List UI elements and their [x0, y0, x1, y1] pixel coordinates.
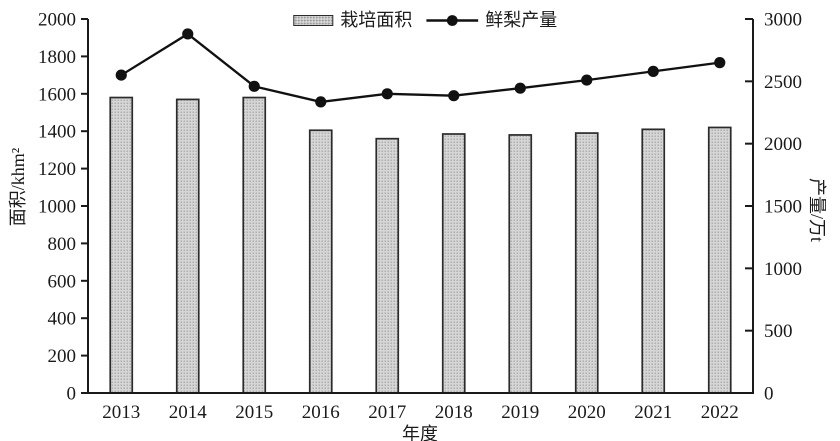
chart-legend: 栽培面积 鲜梨产量	[293, 11, 557, 29]
left-tick-label: 1200	[38, 159, 76, 180]
right-tick-label: 2000	[764, 134, 802, 155]
legend-label-production: 鲜梨产量	[485, 10, 558, 30]
right-tick-label: 3000	[764, 10, 802, 31]
production-line	[120, 32, 720, 104]
right-axis-title: 产量/万t	[807, 177, 827, 243]
left-axis-title: 面积/khm²	[8, 147, 28, 227]
right-tick-label: 0	[764, 384, 774, 405]
legend-item-fresh-pear-production: 鲜梨产量	[426, 11, 557, 29]
left-tick-label: 1400	[38, 122, 76, 143]
right-tick-label: 2500	[764, 72, 802, 93]
x-tick-label-2021: 2021	[634, 402, 672, 423]
x-tick-label-2016: 2016	[302, 402, 340, 423]
bar-2015	[242, 96, 267, 394]
left-tick-label: 0	[67, 384, 77, 405]
right-tick-label: 500	[764, 321, 793, 342]
bar-2019	[508, 134, 533, 394]
left-tick-label: 600	[48, 271, 77, 292]
left-tick-label: 1800	[38, 47, 76, 68]
bar-2014	[175, 98, 200, 394]
bar-2017	[375, 137, 400, 394]
line-marker-2019	[514, 82, 526, 94]
left-tick-label: 1000	[38, 197, 76, 218]
left-tick-label: 800	[48, 234, 77, 255]
line-marker-2014	[182, 28, 194, 40]
x-tick-label-2017: 2017	[368, 402, 406, 423]
bar-swatch-icon	[293, 14, 334, 26]
bar-2022	[707, 126, 732, 394]
left-tick-label: 2000	[38, 10, 76, 31]
right-tick-label: 1500	[764, 197, 802, 218]
line-marker-2022	[714, 57, 726, 69]
bar-2021	[641, 128, 666, 394]
line-marker-2017	[381, 88, 393, 100]
x-tick-label-2013: 2013	[102, 402, 140, 423]
bar-2013	[109, 96, 134, 394]
x-tick-label-2015: 2015	[235, 402, 273, 423]
line-marker-2015	[248, 80, 260, 92]
line-marker-2018	[448, 90, 460, 102]
x-tick-label-2014: 2014	[169, 402, 208, 423]
x-tick-label-2020: 2020	[568, 402, 606, 423]
left-tick-label: 200	[48, 346, 77, 367]
left-tick-label: 400	[48, 309, 77, 330]
bar-2016	[308, 129, 333, 394]
x-tick-label-2018: 2018	[435, 402, 473, 423]
line-marker-2021	[647, 65, 659, 77]
x-axis-title: 年度	[402, 424, 438, 441]
x-tick-label-2019: 2019	[501, 402, 539, 423]
bar-2020	[574, 132, 599, 394]
left-tick-label: 1600	[38, 84, 76, 105]
right-tick-label: 1000	[764, 259, 802, 280]
line-marker-2016	[315, 96, 327, 108]
x-tick-label-2022: 2022	[701, 402, 739, 423]
line-marker-swatch-icon	[426, 14, 479, 27]
legend-item-cultivated-area: 栽培面积	[293, 11, 412, 29]
legend-label-area: 栽培面积	[340, 10, 413, 30]
line-marker-2013	[115, 69, 127, 81]
bar-2018	[441, 133, 466, 394]
line-marker-2020	[581, 74, 593, 86]
